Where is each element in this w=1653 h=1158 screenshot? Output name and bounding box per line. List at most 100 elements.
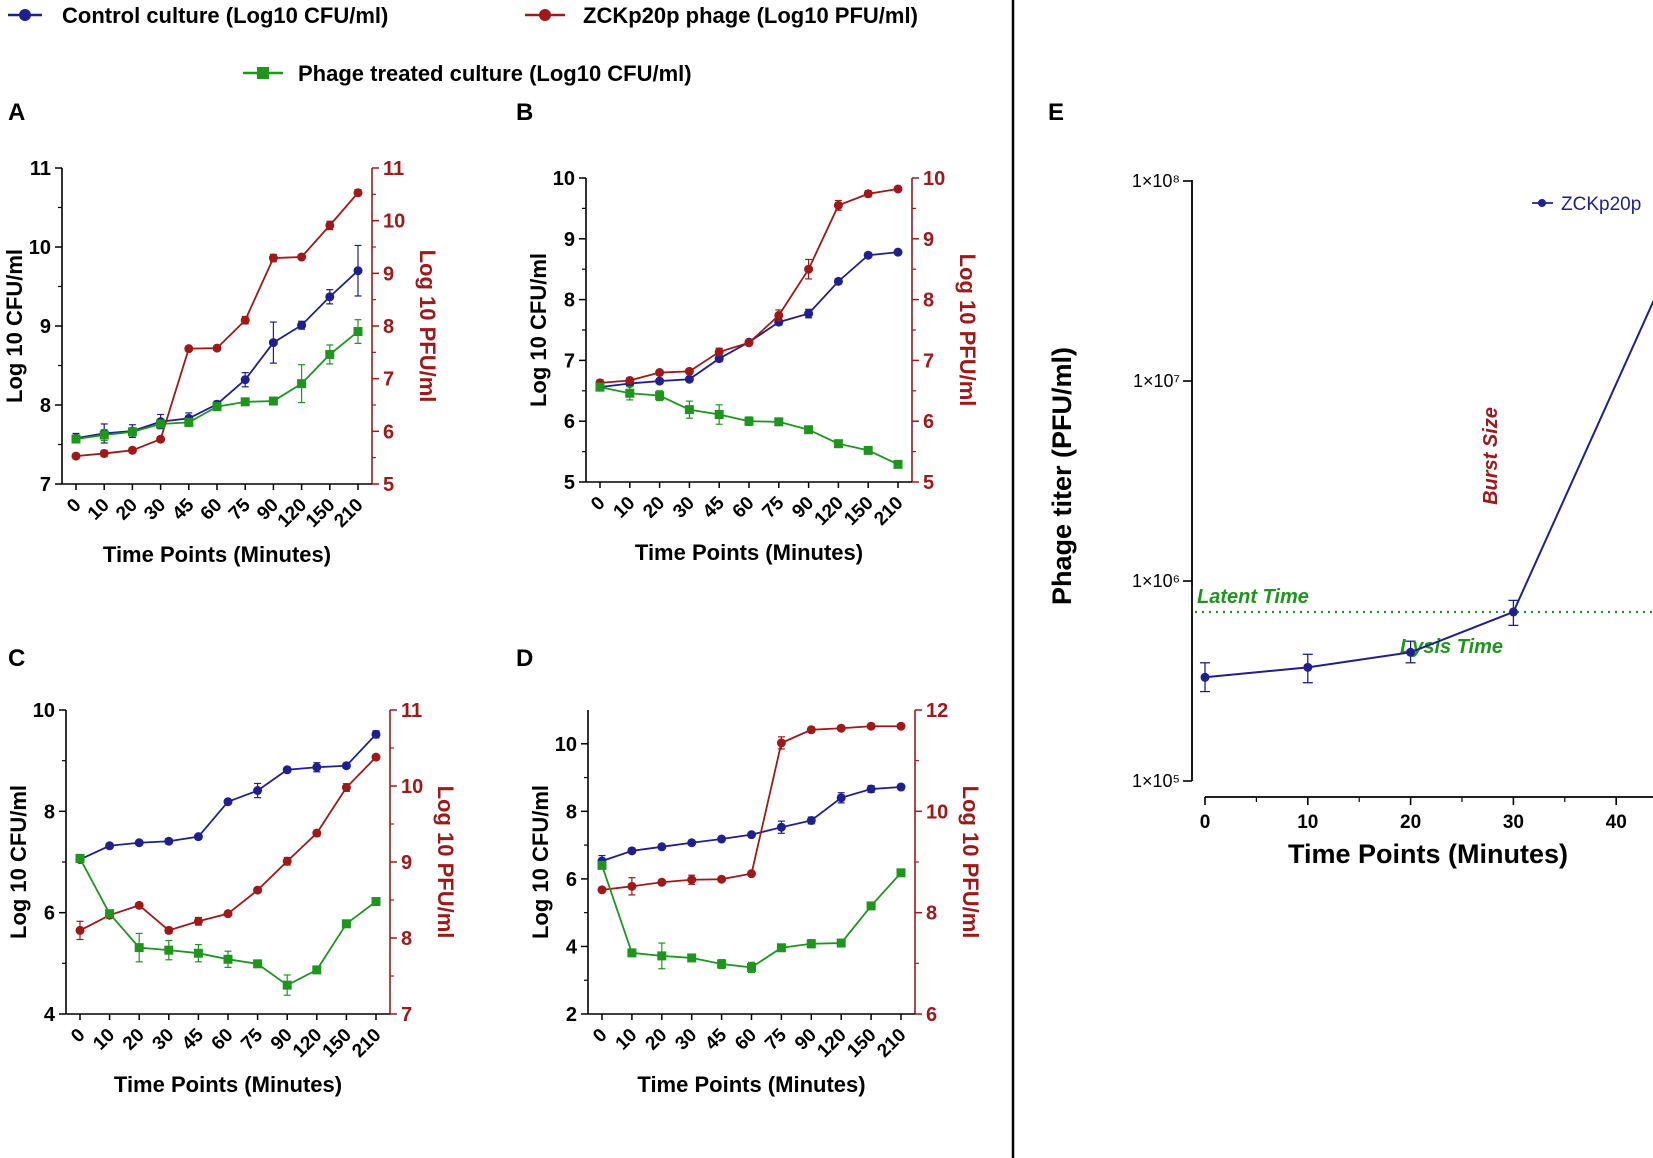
legend-treated: Phage treated culture (Log10 CFU/ml) [243,61,692,86]
treated-data-point [297,379,307,389]
treated-data-point [75,853,85,863]
treated-data-point [325,349,335,359]
treated-data-point [896,868,906,878]
left-y-tick-label: 7 [40,474,51,496]
x-tick-label: 10 [89,1025,119,1055]
x-tick-label: 75 [237,1024,267,1054]
legend-phage-label: ZCKp20p phage (Log10 PFU/ml) [583,3,918,28]
x-tick-label: 10 [612,1025,642,1055]
phage-series-line [75,192,359,457]
panel-label: A [8,99,25,126]
x-axis-title: Time Points (Minutes) [635,540,863,565]
right-y-tick-label: 10 [383,211,405,233]
control-data-point [268,338,278,348]
x-tick-label: 45 [169,494,199,524]
phage-data-point [240,315,250,325]
phage-data-point [866,721,876,731]
x-tick-label: 30 [149,1025,179,1055]
left-y-tick-label: 9 [40,316,51,338]
left-y-tick-label: 2 [566,1004,577,1026]
treated-data-point [833,439,843,449]
control-data-point [774,317,784,327]
x-tick-label: 75 [759,492,789,522]
x-tick-label: 10 [610,493,640,523]
right-y-axis-title: Log 10 PFU/ml [415,250,440,403]
treated-data-point [806,939,816,949]
control-data-point [866,784,876,794]
treated-data-point [105,909,115,919]
right-y-tick-label: 9 [401,852,412,874]
left-y-tick-label: 8 [566,801,577,823]
control-data-point [105,841,115,851]
x-tick-label: 45 [699,492,729,522]
legend-control-label: Control culture (Log10 CFU/ml) [62,3,388,28]
x-tick-label: 0 [1200,812,1211,833]
phage-series-line [601,725,901,891]
right-y-tick-label: 6 [923,411,934,433]
phage-data-point [212,343,222,353]
right-y-tick-label: 7 [923,350,934,372]
phage-data-point [806,725,816,735]
control-series-line [601,786,902,862]
phage-titer-line [1204,299,1653,679]
x-tick-label: 30 [1503,812,1524,833]
treated-data-point [193,948,203,958]
control-data-point [684,374,694,384]
treated-data-point [127,427,137,437]
treated-data-point [863,445,873,455]
phage-data-point [341,783,351,793]
phage-data-point [353,188,363,198]
left-y-tick-label: 6 [44,903,55,925]
treated-data-point [597,860,607,870]
control-data-point [896,782,906,792]
x-tick-label: 10 [84,495,114,525]
phage-data-point [164,925,174,935]
treated-data-point [71,434,81,444]
control-series-line [599,251,899,389]
phage-data-point [836,723,846,733]
control-data-point [253,786,263,796]
phage-data-point [312,828,322,838]
left-y-tick-label: 9 [564,229,575,251]
treated-data-point [595,382,605,392]
treated-data-point [184,417,194,427]
right-y-tick-label: 5 [383,474,394,496]
right-y-tick-label: 9 [923,229,934,251]
control-data-point [714,354,724,364]
control-series-line [75,270,359,440]
legend-control: Control culture (Log10 CFU/ml) [8,3,388,28]
treated-data-point [99,430,109,440]
burst-size-label: Burst Size [1480,407,1502,505]
control-series-line [79,733,377,861]
control-data-point [655,376,665,386]
treated-data-point [627,948,637,958]
x-tick-label: 0 [63,495,85,517]
legend-treated-label: Phage treated culture (Log10 CFU/ml) [298,61,692,86]
right-y-tick-label: 6 [383,421,394,443]
x-tick-label: 60 [197,495,227,525]
phage-series-line [599,188,899,384]
x-tick-label: 150 [319,1025,356,1062]
treated-data-point [684,405,694,415]
treated-data-point [371,897,381,907]
legend-e-label: ZCKp20p [1561,194,1641,215]
treated-data-point [866,901,876,911]
x-tick-label: 20 [642,1025,672,1055]
x-tick-label: 210 [870,493,907,530]
panel-label: E [1048,99,1064,126]
x-tick-label: 75 [225,494,255,524]
phage-data-point [625,375,635,385]
x-tick-label: 120 [813,1025,850,1062]
phage-data-point [776,738,786,748]
treated-data-point [164,945,174,955]
control-data-point [657,842,667,852]
right-y-tick-label: 8 [401,928,412,950]
x-tick-label: 45 [701,1024,731,1054]
figure-legend: Control culture (Log10 CFU/ml) ZCKp20p p… [8,3,918,86]
right-y-tick-label: 7 [383,369,394,391]
x-tick-label: 45 [178,1024,208,1054]
control-data-point [833,276,843,286]
